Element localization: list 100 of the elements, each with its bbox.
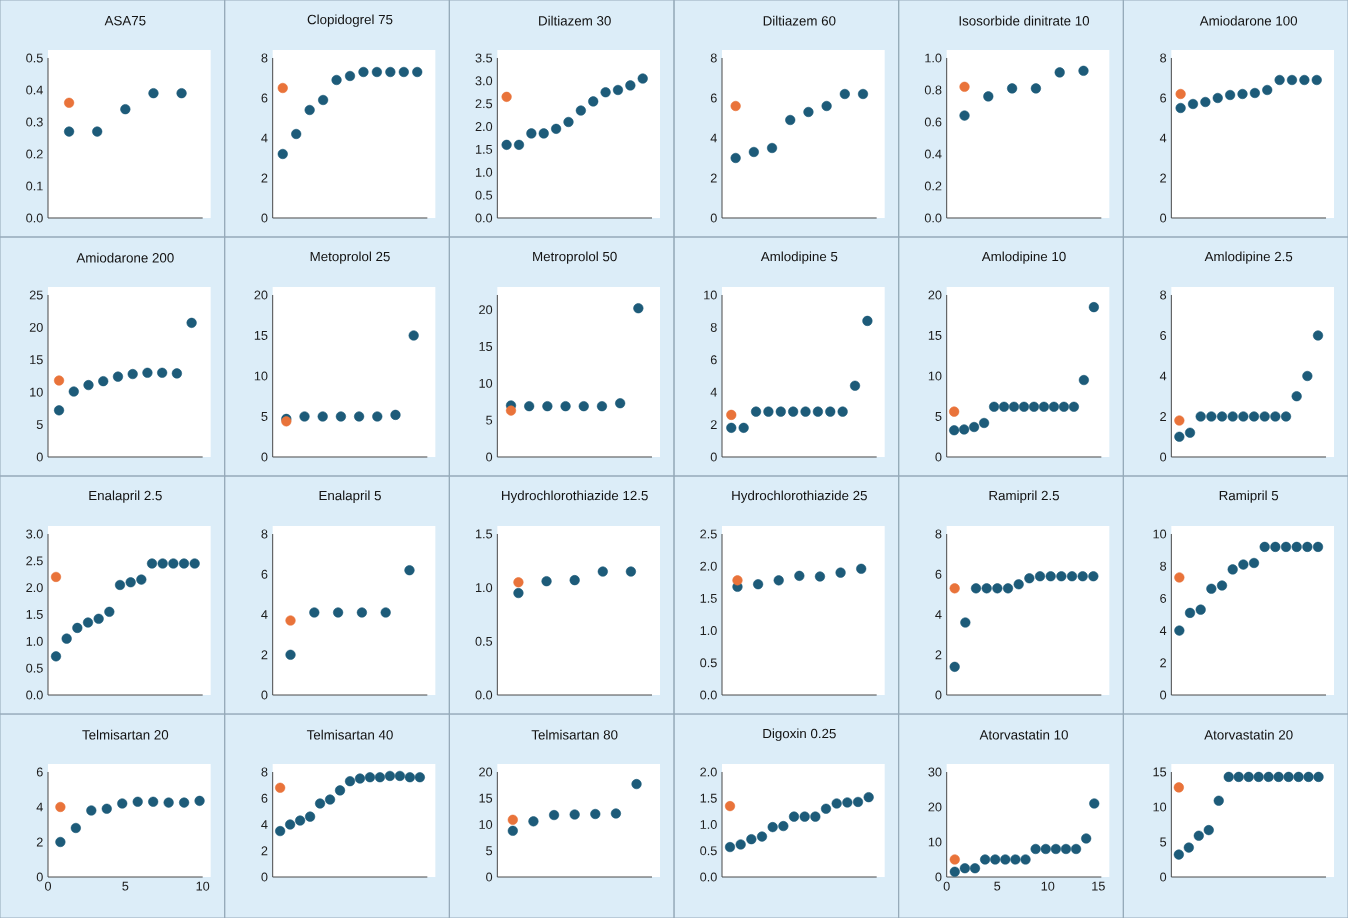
point [825,406,836,417]
y-tick-label: 1.5 [700,793,717,803]
point [277,82,288,94]
point [637,73,648,84]
y-tick-label: 0 [1160,872,1167,882]
y-tick-label: 10 [1153,529,1167,539]
point [372,411,383,422]
chart-title: Atorvastatin 10 [979,729,1068,740]
y-tick-label: 5 [36,420,43,430]
y-tick-label: 20 [254,290,268,300]
point [285,649,296,660]
point [275,782,286,793]
point [120,104,131,115]
y-tick-label: 4 [1159,626,1167,635]
point [849,380,861,391]
point [959,424,970,435]
point [569,575,580,586]
y-tick-label: 0.4 [924,149,942,159]
y-tick-label: 5 [1160,837,1167,847]
point [394,770,405,782]
chart-title: Telmisartan 20 [82,729,169,740]
point [335,411,346,422]
x-tick-label: 0 [44,881,52,891]
y-tick-label: 3.5 [475,53,493,63]
y-tick-label: 6 [1160,331,1167,340]
point [1225,89,1236,101]
y-tick-label: 10 [254,371,268,381]
point [989,401,1000,412]
point [1028,401,1040,412]
point [1299,74,1310,86]
point [767,822,778,833]
point [766,142,778,154]
y-tick-label: 4 [261,610,268,619]
point [507,825,518,836]
chart-title: Atorvastatin 20 [1204,729,1293,740]
point [398,66,409,78]
point [1173,849,1184,860]
y-tick-label: 8 [1160,561,1167,571]
y-tick-label: 4 [261,133,268,143]
point [1193,830,1204,841]
point [1089,798,1100,809]
point [756,831,768,842]
point [541,576,552,587]
point [148,796,159,807]
point [157,367,168,378]
point [597,566,608,577]
y-tick-label: 6 [710,355,717,365]
point [1302,370,1313,382]
point [331,74,342,86]
y-tick-label: 1.0 [700,626,717,636]
chart-title: Amiodarone 200 [76,252,174,263]
y-tick-label: 0 [486,872,493,882]
point [404,772,415,783]
point [1216,580,1228,591]
point [1238,559,1249,570]
point [374,772,386,783]
y-tick-label: 3.0 [26,529,43,539]
point [1280,541,1292,552]
y-tick-label: 15 [928,331,942,340]
point [612,84,624,96]
point [738,422,749,433]
point [513,577,524,588]
point [501,91,512,102]
chart-title: Metroprolol 50 [533,251,617,264]
point [992,583,1003,594]
y-tick-label: 0.8 [924,85,942,95]
point [1078,374,1089,386]
point [1302,541,1313,552]
y-tick-label: 6 [1160,93,1167,103]
y-tick-label: 0 [935,690,942,700]
point [1002,583,1014,594]
point [1008,401,1020,412]
point [64,97,75,108]
point [732,575,743,586]
point [1248,411,1260,422]
y-tick-label: 4 [710,133,717,143]
point [1030,83,1041,94]
y-tick-label: 0.5 [475,190,493,200]
y-tick-label: 0.0 [475,690,493,700]
point [1263,771,1274,782]
y-tick-label: 4 [1159,133,1167,143]
point [1050,843,1061,855]
point [862,315,873,326]
y-tick-label: 4 [261,820,268,829]
point [285,819,296,830]
point [1237,88,1248,100]
point [810,811,821,822]
chart-title: Isosorbide dinitrate 10 [959,15,1090,26]
y-tick-label: 8 [710,53,717,63]
point [631,779,642,790]
y-tick-label: 6 [710,93,717,103]
point [404,565,415,576]
point [168,558,179,569]
point [70,822,81,834]
point [299,411,310,422]
point [959,110,970,121]
point [285,615,296,626]
point [179,797,190,808]
point [970,583,982,594]
point [344,776,356,787]
